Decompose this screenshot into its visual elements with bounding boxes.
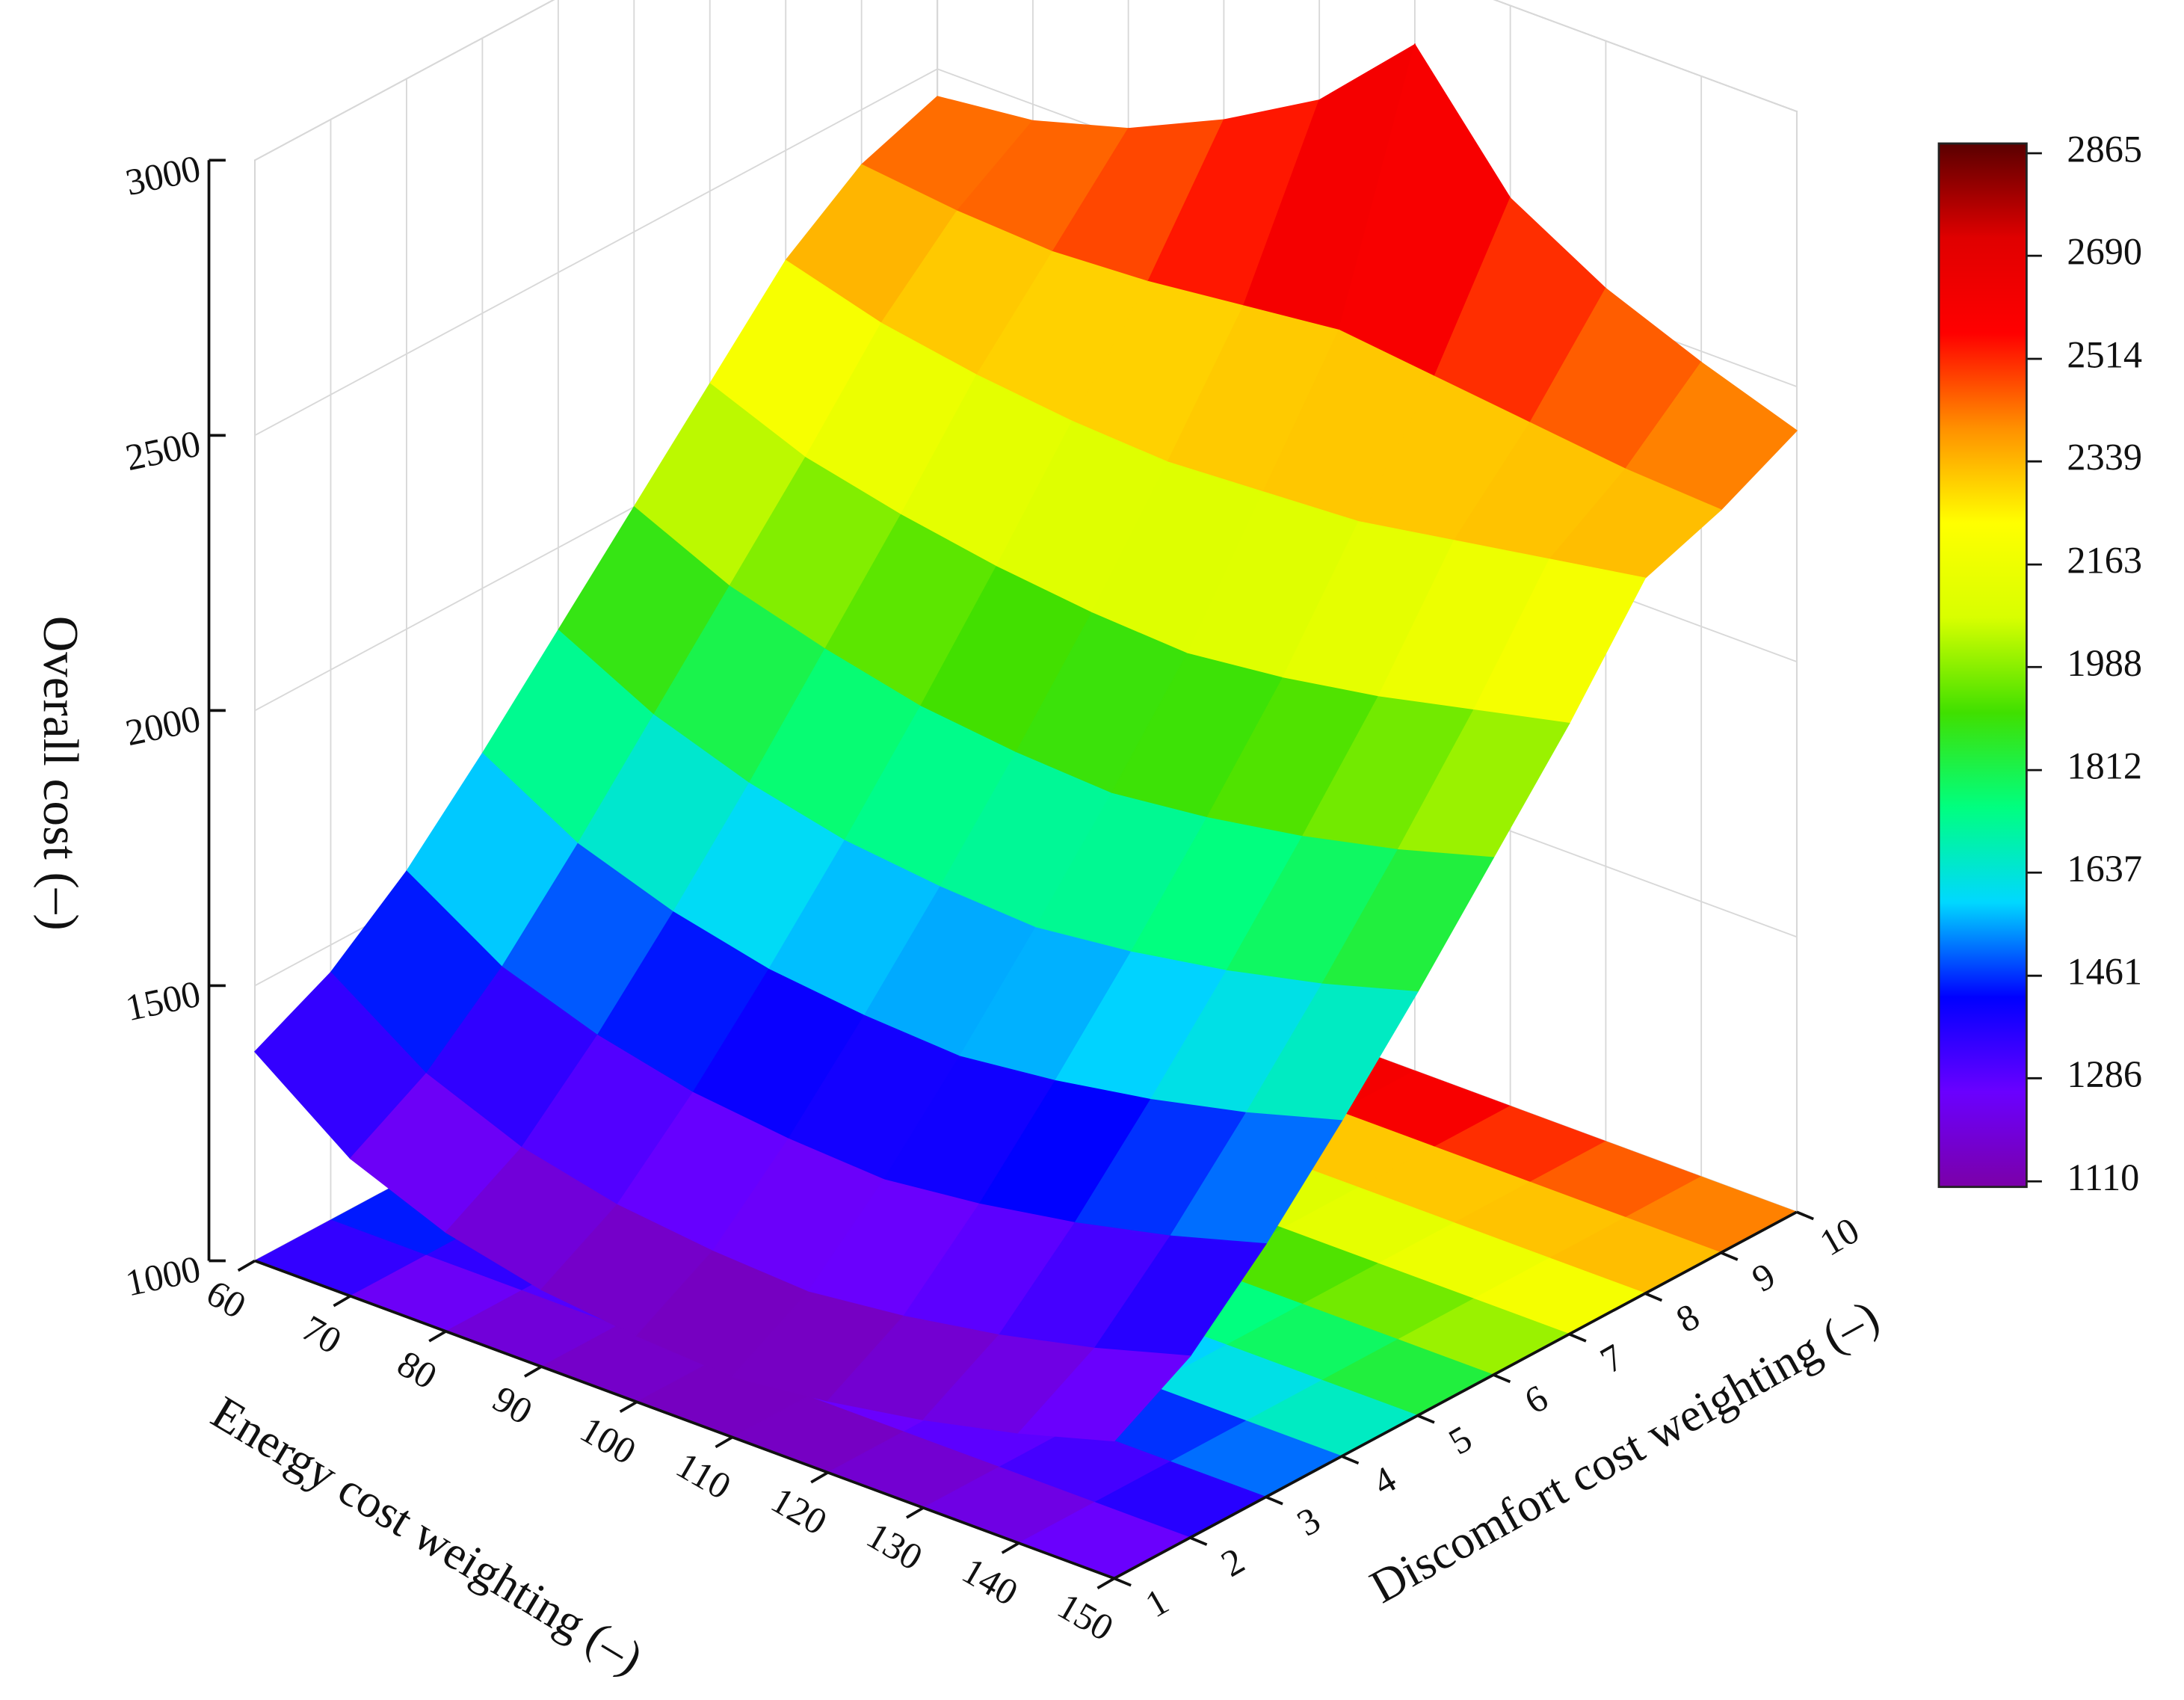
- y-tick-label: 8: [1669, 1295, 1706, 1340]
- z-axis-title: Overall cost (–): [33, 616, 89, 931]
- x-tick-label: 100: [573, 1408, 643, 1472]
- y-tick: [1114, 1577, 1132, 1587]
- y-tick-label: 3: [1290, 1498, 1327, 1544]
- z-tick-label: 1500: [122, 973, 204, 1029]
- y-tick: [1568, 1332, 1587, 1343]
- y-tick: [1341, 1455, 1360, 1465]
- surface: [254, 43, 1798, 1442]
- colorbar-tick-label: 1461: [2067, 951, 2142, 993]
- x-tick: [428, 1330, 447, 1343]
- colorbar-tick-label: 2865: [2067, 129, 2142, 170]
- x-tick-label: 80: [390, 1342, 444, 1397]
- x-tick-label: 140: [955, 1549, 1025, 1613]
- x-tick: [237, 1259, 256, 1272]
- y-tick: [1189, 1536, 1208, 1546]
- y-tick: [1493, 1373, 1511, 1384]
- plot-area: 1000150020002500300060708090100110120130…: [33, 0, 2142, 1684]
- y-tick: [1416, 1414, 1435, 1424]
- x-axis-line: [254, 1259, 1115, 1580]
- colorbar-tick-label: 2514: [2067, 334, 2142, 376]
- x-tick-label: 120: [765, 1479, 834, 1543]
- surface-cell: [1017, 1347, 1191, 1442]
- z-tick-label: 3000: [122, 147, 204, 203]
- x-tick: [810, 1471, 829, 1484]
- colorbar-tick-label: 1812: [2067, 745, 2142, 787]
- y-tick: [1265, 1495, 1283, 1506]
- x-tick-label: 90: [486, 1377, 540, 1432]
- x-tick: [905, 1506, 925, 1519]
- z-tick-label: 1000: [122, 1248, 204, 1305]
- y-tick-label: 5: [1442, 1417, 1479, 1463]
- colorbar-tick-label: 1110: [2067, 1157, 2139, 1198]
- x-tick-label: 130: [860, 1514, 929, 1578]
- y-tick-label: 7: [1594, 1336, 1631, 1382]
- colorbar-tick-label: 2163: [2067, 540, 2142, 582]
- y-tick-label: 9: [1745, 1254, 1782, 1300]
- y-tick-label: 2: [1214, 1539, 1251, 1585]
- colorbar-tick-label: 2339: [2067, 437, 2142, 478]
- x-tick-label: 110: [670, 1444, 738, 1507]
- x-tick: [619, 1400, 638, 1413]
- colorbar: [1937, 142, 2028, 1189]
- colorbar-tick-label: 1988: [2067, 642, 2142, 684]
- x-tick-label: 150: [1051, 1584, 1120, 1648]
- x-tick: [715, 1435, 733, 1449]
- x-tick: [523, 1365, 543, 1378]
- x-tick-label: 60: [200, 1272, 253, 1327]
- z-tick-label: 2500: [122, 422, 204, 479]
- x-tick: [333, 1295, 351, 1308]
- colorbar-tick-label: 1637: [2067, 848, 2142, 890]
- x-tick: [1096, 1577, 1115, 1589]
- y-tick: [1720, 1251, 1739, 1261]
- y-tick-label: 1: [1138, 1580, 1176, 1625]
- y-tick: [1796, 1210, 1814, 1221]
- x-tick-label: 70: [295, 1307, 349, 1362]
- colorbar-tick-label: 2690: [2067, 231, 2142, 273]
- y-tick-label: 6: [1517, 1376, 1555, 1422]
- y-tick-label: 10: [1813, 1209, 1866, 1264]
- y-axis-line: [1113, 1210, 1798, 1580]
- z-tick-label: 2000: [122, 697, 204, 754]
- y-tick-label: 4: [1366, 1458, 1403, 1503]
- colorbar-tick-label: 1286: [2067, 1053, 2142, 1095]
- x-tick: [1001, 1542, 1019, 1554]
- y-tick: [1644, 1292, 1663, 1302]
